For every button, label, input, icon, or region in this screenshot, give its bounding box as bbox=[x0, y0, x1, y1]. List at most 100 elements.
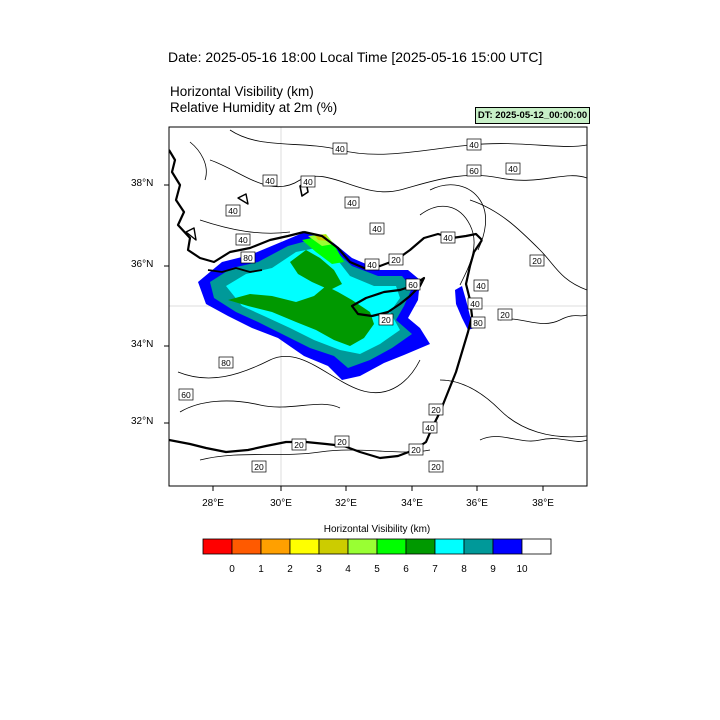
x-axis-label: 32°E bbox=[335, 498, 357, 509]
coast-crete bbox=[207, 267, 263, 273]
contour-label: 40 bbox=[344, 196, 360, 209]
contour-label: 60 bbox=[178, 388, 194, 401]
contour-label: 80 bbox=[240, 251, 256, 264]
y-axis-label: 38°N bbox=[131, 178, 154, 189]
map-plot-area: 40 40 40 40 40 40 40 40 40 60 40 20 40 40 20 40 80 20 60 20… bbox=[169, 127, 587, 486]
colorbar-swatch bbox=[347, 538, 378, 555]
contour-label: 40 bbox=[466, 138, 482, 151]
colorbar-swatch bbox=[202, 538, 233, 555]
svg-text:40: 40 bbox=[347, 198, 357, 208]
svg-text:20: 20 bbox=[294, 440, 304, 450]
svg-text:80: 80 bbox=[473, 318, 483, 328]
colorbar-swatch bbox=[318, 538, 349, 555]
coast-aegean-west bbox=[169, 149, 305, 264]
svg-text:80: 80 bbox=[243, 253, 253, 263]
contour-label: 20 bbox=[428, 403, 444, 416]
contour-label: 20 bbox=[378, 313, 394, 326]
contour-label: 40 bbox=[364, 258, 380, 271]
colorbar-swatch bbox=[463, 538, 494, 555]
colorbar-swatch bbox=[376, 538, 407, 555]
contour-label: 40 bbox=[467, 297, 483, 310]
contour-label: 20 bbox=[251, 460, 267, 473]
dt-badge: DT: 2025-05-12_00:00:00 bbox=[475, 107, 590, 124]
contour-label: 20 bbox=[334, 435, 350, 448]
svg-text:40: 40 bbox=[372, 224, 382, 234]
svg-text:20: 20 bbox=[532, 256, 542, 266]
svg-text:40: 40 bbox=[476, 281, 486, 291]
contour-label: 40 bbox=[369, 222, 385, 235]
svg-text:40: 40 bbox=[470, 299, 480, 309]
svg-text:20: 20 bbox=[431, 462, 441, 472]
contour-label: 60 bbox=[405, 278, 421, 291]
svg-text:20: 20 bbox=[391, 255, 401, 265]
visibility-band-blue-east bbox=[455, 286, 474, 330]
colorbar-swatch bbox=[521, 538, 552, 555]
colorbar-tick-label: 4 bbox=[345, 564, 351, 575]
colorbar-tick-label: 2 bbox=[287, 564, 293, 575]
colorbar-tick-label: 8 bbox=[461, 564, 467, 575]
colorbar-swatch bbox=[289, 538, 320, 555]
svg-text:20: 20 bbox=[411, 445, 421, 455]
svg-text:40: 40 bbox=[469, 140, 479, 150]
svg-text:40: 40 bbox=[303, 177, 313, 187]
contour-label: 40 bbox=[235, 233, 251, 246]
svg-text:20: 20 bbox=[337, 437, 347, 447]
contour-label: 40 bbox=[225, 204, 241, 217]
contour-label: 20 bbox=[388, 253, 404, 266]
svg-text:40: 40 bbox=[238, 235, 248, 245]
svg-text:40: 40 bbox=[425, 423, 435, 433]
contour-label: 40 bbox=[300, 175, 316, 188]
svg-text:20: 20 bbox=[500, 310, 510, 320]
colorbar-swatch bbox=[405, 538, 436, 555]
contour-label: 40 bbox=[505, 162, 521, 175]
svg-text:40: 40 bbox=[265, 176, 275, 186]
contour-label: 40 bbox=[422, 421, 438, 434]
contour-label: 40 bbox=[440, 231, 456, 244]
contour-label: 80 bbox=[470, 316, 486, 329]
x-axis-label: 36°E bbox=[466, 498, 488, 509]
contour-label: 40 bbox=[332, 142, 348, 155]
x-axis-label: 38°E bbox=[532, 498, 554, 509]
colorbar-swatch bbox=[260, 538, 291, 555]
svg-text:40: 40 bbox=[228, 206, 238, 216]
coast-island-a bbox=[237, 193, 249, 205]
svg-text:40: 40 bbox=[508, 164, 518, 174]
y-axis-label: 36°N bbox=[131, 259, 154, 270]
colorbar-swatch bbox=[434, 538, 465, 555]
colorbar-tick-label: 9 bbox=[490, 564, 496, 575]
visibility-band-green-dark-north bbox=[290, 250, 342, 290]
contour-label: 20 bbox=[497, 308, 513, 321]
svg-text:20: 20 bbox=[431, 405, 441, 415]
colorbar-tick-label: 10 bbox=[516, 564, 528, 575]
contour-label: 80 bbox=[218, 356, 234, 369]
colorbar-swatch bbox=[231, 538, 262, 555]
map-frame bbox=[168, 126, 588, 487]
visibility-band-green bbox=[302, 236, 344, 264]
coast-egypt bbox=[169, 438, 415, 460]
svg-text:40: 40 bbox=[335, 144, 345, 154]
colorbar-tick-label: 1 bbox=[258, 564, 264, 575]
contour-label: 40 bbox=[262, 174, 278, 187]
field-label-visibility: Horizontal Visibility (km) bbox=[170, 84, 314, 99]
contour-label: 20 bbox=[428, 460, 444, 473]
axis-ticks bbox=[164, 184, 544, 491]
colorbar-tick-label: 0 bbox=[229, 564, 235, 575]
contour-label: 20 bbox=[291, 438, 307, 451]
visibility-band-green-dark bbox=[228, 286, 374, 346]
colorbar-tick-label: 6 bbox=[403, 564, 409, 575]
contour-labels: 40 40 40 40 40 40 40 40 40 60 40 20 40 40 20 40 80 20 60 20… bbox=[178, 138, 545, 473]
map-title: Date: 2025-05-16 18:00 Local Time [2025-… bbox=[168, 49, 543, 65]
y-axis-label: 34°N bbox=[131, 339, 154, 350]
colorbar-tick-label: 3 bbox=[316, 564, 322, 575]
svg-text:60: 60 bbox=[469, 166, 479, 176]
svg-text:80: 80 bbox=[221, 358, 231, 368]
svg-text:60: 60 bbox=[408, 280, 418, 290]
x-axis-label: 34°E bbox=[401, 498, 423, 509]
colorbar-title: Horizontal Visibility (km) bbox=[323, 524, 431, 535]
colorbar-swatch bbox=[492, 538, 523, 555]
svg-text:40: 40 bbox=[367, 260, 377, 270]
contour-label: 60 bbox=[466, 164, 482, 177]
contour-label: 20 bbox=[529, 254, 545, 267]
coast-island-b bbox=[185, 227, 197, 241]
